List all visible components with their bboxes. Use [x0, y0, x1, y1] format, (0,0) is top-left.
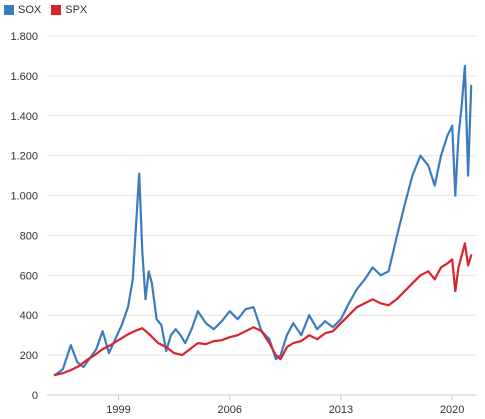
legend-item-sox[interactable]: SOX [4, 4, 41, 16]
grid-lines [47, 35, 476, 356]
y-tick-label: 1.200 [10, 151, 38, 163]
x-tick-label: 1999 [106, 404, 130, 416]
y-tick-label: 1.600 [10, 71, 38, 83]
x-tick-label: 2013 [329, 404, 353, 416]
series-line-spx [53, 242, 473, 377]
series-lines [53, 64, 473, 377]
y-tick-label: 1.000 [10, 191, 38, 203]
legend-swatch-spx [51, 5, 62, 15]
legend: SOX SPX [4, 4, 97, 16]
y-tick-label: 400 [20, 310, 38, 322]
y-tick-label: 600 [20, 270, 38, 282]
legend-label-sox: SOX [18, 4, 42, 16]
x-tick-label: 2006 [217, 404, 241, 416]
y-tick-label: 1.400 [10, 111, 38, 123]
legend-swatch-sox [4, 5, 14, 15]
y-axis-tick-labels: 0 200 400 600 800 1.000 1.200 1.400 1.600 1.800 [10, 31, 38, 402]
y-tick-label: 200 [20, 350, 38, 362]
y-tick-label: 1.800 [10, 31, 38, 43]
x-tick-label: 2020 [440, 404, 464, 416]
y-tick-label: 800 [20, 230, 38, 242]
series-line-sox [53, 64, 473, 377]
legend-item-spx[interactable]: SPX [51, 4, 87, 16]
y-tick-label: 0 [32, 390, 38, 402]
x-axis-tick-labels: 1999 2006 2013 2020 [106, 395, 464, 416]
legend-label-spx: SPX [65, 4, 88, 16]
